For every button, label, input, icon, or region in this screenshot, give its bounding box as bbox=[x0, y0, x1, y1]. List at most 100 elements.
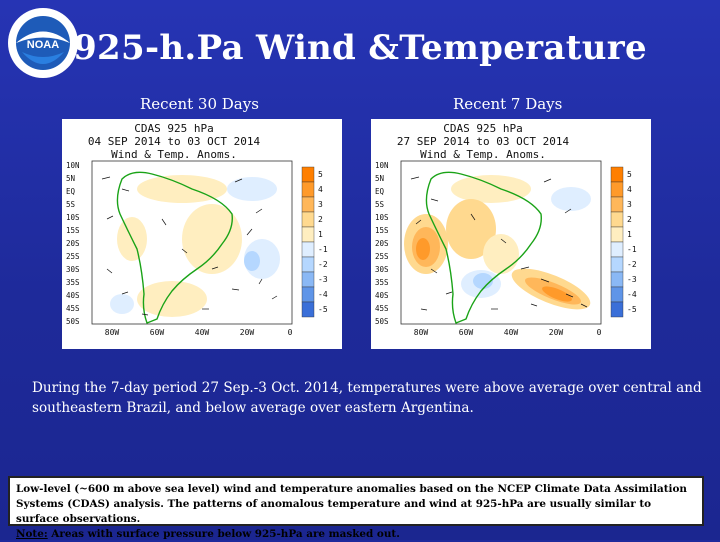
lat-tick: 20S bbox=[66, 239, 80, 248]
colorbar-swatch bbox=[610, 211, 624, 228]
colorbar-label: -1 bbox=[627, 245, 637, 254]
lat-tick: 5N bbox=[66, 174, 75, 183]
colorbar-swatch bbox=[301, 301, 315, 318]
lat-tick: 50S bbox=[66, 317, 80, 326]
lon-tick: 40W bbox=[504, 328, 519, 337]
colorbar-label: -3 bbox=[318, 275, 328, 284]
lat-tick: 15S bbox=[66, 226, 80, 235]
colorbar-label: -3 bbox=[627, 275, 637, 284]
colorbar-swatch bbox=[610, 181, 624, 198]
colorbar-label: -2 bbox=[318, 260, 328, 269]
lat-tick: 10S bbox=[66, 213, 80, 222]
colorbar-label: 2 bbox=[627, 215, 632, 224]
lon-tick: 80W bbox=[105, 328, 120, 337]
colorbar-swatch bbox=[610, 286, 624, 303]
colorbar-label: -4 bbox=[627, 290, 637, 299]
footnote-note-text: Areas with surface pressure below 925-hP… bbox=[47, 528, 400, 540]
lon-tick: 0 bbox=[597, 328, 602, 337]
colorbar-label: 2 bbox=[318, 215, 323, 224]
colorbar-swatch bbox=[610, 196, 624, 213]
noaa-logo: NOAA bbox=[8, 8, 78, 78]
lat-tick: 35S bbox=[375, 278, 389, 287]
panel-label-7-days: Recent 7 Days bbox=[453, 95, 563, 113]
colorbar-swatch bbox=[301, 166, 315, 183]
lon-tick: 0 bbox=[288, 328, 293, 337]
colorbar-swatch bbox=[301, 211, 315, 228]
lat-tick: 50S bbox=[375, 317, 389, 326]
summary-text: During the 7-day period 27 Sep.-3 Oct. 2… bbox=[32, 380, 702, 416]
map-title-line-1: CDAS 925 hPa bbox=[443, 122, 522, 135]
lat-tick: 5S bbox=[375, 200, 385, 209]
colorbar-label: 1 bbox=[627, 230, 632, 239]
colorbar-swatch bbox=[301, 241, 315, 258]
panel-label-30-days: Recent 30 Days bbox=[140, 95, 259, 113]
lat-tick: 10N bbox=[375, 161, 389, 170]
colorbar-swatch bbox=[301, 181, 315, 198]
map-title-line-3: Wind & Temp. Anoms. bbox=[420, 148, 546, 161]
colorbar-swatch bbox=[610, 226, 624, 243]
lat-tick: 5N bbox=[375, 174, 384, 183]
wind-vectors bbox=[101, 176, 278, 316]
colorbar-swatch bbox=[610, 256, 624, 273]
colorbar-label: 5 bbox=[627, 170, 632, 179]
colorbar-label: -5 bbox=[627, 305, 637, 314]
lat-tick: 10S bbox=[375, 213, 389, 222]
colorbar-label: 4 bbox=[318, 185, 323, 194]
footnote-box: Low-level (~600 m above sea level) wind … bbox=[8, 476, 704, 540]
lon-tick: 20W bbox=[240, 328, 255, 337]
colorbar-label: -4 bbox=[318, 290, 328, 299]
lat-tick: 30S bbox=[375, 265, 389, 274]
colorbar-label: 1 bbox=[318, 230, 323, 239]
lon-tick: 60W bbox=[459, 328, 474, 337]
colorbar-swatch bbox=[301, 256, 315, 273]
lat-tick: 40S bbox=[66, 291, 80, 300]
map-7-days-figure: CDAS 925 hPa 27 SEP 2014 to 03 OCT 2014 … bbox=[371, 119, 651, 349]
map-title-line-2: 04 SEP 2014 to 03 OCT 2014 bbox=[88, 135, 261, 148]
map-title-line-1: CDAS 925 hPa bbox=[134, 122, 213, 135]
lat-tick: 35S bbox=[66, 278, 80, 287]
lat-tick: EQ bbox=[375, 187, 385, 196]
colorbar-swatch bbox=[610, 301, 624, 318]
map-30-days-figure: CDAS 925 hPa 04 SEP 2014 to 03 OCT 2014 … bbox=[62, 119, 342, 349]
lat-tick: 45S bbox=[375, 304, 389, 313]
colorbar-swatch bbox=[301, 196, 315, 213]
map-7-days: CDAS 925 hPa 27 SEP 2014 to 03 OCT 2014 … bbox=[371, 119, 651, 349]
colorbar-label: 3 bbox=[627, 200, 632, 209]
colorbar-label: 3 bbox=[318, 200, 323, 209]
colorbar-label: -1 bbox=[318, 245, 328, 254]
lat-tick: 25S bbox=[66, 252, 80, 261]
lat-tick: 20S bbox=[375, 239, 389, 248]
lon-tick: 80W bbox=[414, 328, 429, 337]
lat-tick: 30S bbox=[66, 265, 80, 274]
lat-tick: 40S bbox=[375, 291, 389, 300]
footnote-note-label: Note: bbox=[16, 528, 48, 540]
lon-tick: 40W bbox=[195, 328, 210, 337]
map-title-line-2: 27 SEP 2014 to 03 OCT 2014 bbox=[397, 135, 570, 148]
lat-tick: 25S bbox=[375, 252, 389, 261]
colorbar: 5 4 3 2 1 -1 -2 -3 -4 -5 bbox=[610, 166, 637, 318]
lon-tick: 60W bbox=[150, 328, 165, 337]
colorbar-label: 4 bbox=[627, 185, 632, 194]
lat-tick: 10N bbox=[66, 161, 80, 170]
map-title-line-3: Wind & Temp. Anoms. bbox=[111, 148, 237, 161]
footnote-description: Low-level (~600 m above sea level) wind … bbox=[16, 483, 687, 525]
colorbar-label: 5 bbox=[318, 170, 323, 179]
colorbar-label: -2 bbox=[627, 260, 637, 269]
colorbar-swatch bbox=[301, 271, 315, 288]
colorbar-swatch bbox=[301, 226, 315, 243]
wind-vectors bbox=[410, 176, 588, 311]
lon-tick: 20W bbox=[549, 328, 564, 337]
colorbar-swatch bbox=[301, 286, 315, 303]
lat-tick: 5S bbox=[66, 200, 76, 209]
logo-text: NOAA bbox=[27, 39, 59, 51]
colorbar-swatch bbox=[610, 241, 624, 258]
colorbar-label: -5 bbox=[318, 305, 328, 314]
lat-tick: 15S bbox=[375, 226, 389, 235]
lat-tick: EQ bbox=[66, 187, 76, 196]
page-title: 925-h.Pa Wind &Temperature bbox=[73, 28, 647, 68]
colorbar: 5 4 3 2 1 -1 -2 -3 -4 -5 bbox=[301, 166, 328, 318]
colorbar-swatch bbox=[610, 166, 624, 183]
lat-tick: 45S bbox=[66, 304, 80, 313]
map-30-days: CDAS 925 hPa 04 SEP 2014 to 03 OCT 2014 … bbox=[62, 119, 342, 349]
colorbar-swatch bbox=[610, 271, 624, 288]
